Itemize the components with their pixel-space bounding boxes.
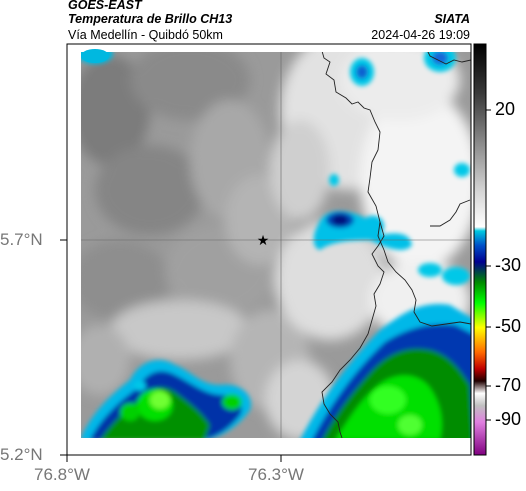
colorbar xyxy=(473,43,487,456)
map-frame xyxy=(66,43,472,456)
colorbar-label-20: 20 xyxy=(495,99,516,119)
boundary-lines xyxy=(319,44,471,455)
lat-label-5.2: 5.2°N xyxy=(0,445,43,464)
colorbar-label-minus90: -90 xyxy=(495,409,522,429)
agency-label: SIATA xyxy=(434,12,470,26)
satellite-title: GOES-EAST xyxy=(68,0,142,12)
lat-label-5.7: 5.7°N xyxy=(0,230,43,249)
datetime-label: 2024-04-26 19:09 xyxy=(371,28,470,42)
lon-label-76.8: 76.8°W xyxy=(34,465,90,484)
product-title: Temperatura de Brillo CH13 xyxy=(68,12,233,26)
region-label: Vía Medellín - Quibdó 50km xyxy=(68,28,223,42)
colorbar-label-minus70: -70 xyxy=(495,375,522,395)
lon-label-76.3: 76.3°W xyxy=(248,465,304,484)
colorbar-label-minus30: -30 xyxy=(495,255,522,275)
colorbar-label-minus50: -50 xyxy=(495,316,522,336)
star-marker: ★ xyxy=(257,233,270,249)
